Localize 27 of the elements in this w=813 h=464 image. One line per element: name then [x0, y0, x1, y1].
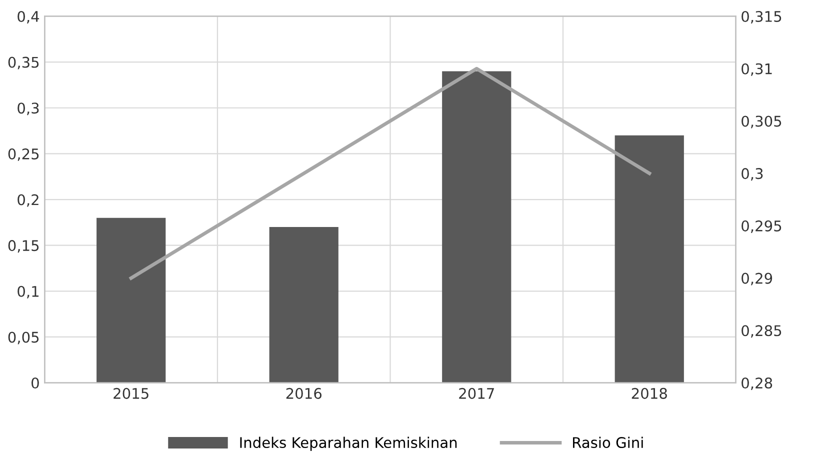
y-tick-label: 0,15 [8, 240, 39, 253]
bar [96, 218, 166, 383]
bar [269, 227, 338, 383]
y2-tick-label: 0,29 [742, 272, 772, 286]
y-tick-label: 0,05 [8, 332, 39, 344]
y2-tick-label: 0,31 [742, 63, 772, 76]
x-tick-label: 2015 [114, 388, 148, 399]
y2-tick-label: 0,3 [742, 168, 763, 181]
y-tick-label: 0,4 [18, 10, 40, 24]
y-tick-label: 0,35 [8, 56, 39, 70]
y-tick-label: 0,1 [18, 286, 39, 298]
y-tick-label: 0,3 [18, 102, 39, 116]
legend-label: Rasio Gini [573, 436, 643, 448]
legend-label: Indeks Keparahan Kemiskinan [240, 436, 457, 451]
y-tick-label: 0,2 [18, 194, 38, 207]
y2-tick-label: 0,28 [742, 378, 772, 390]
y2-tick-label: 0,315 [742, 10, 782, 24]
bar [442, 71, 512, 383]
y-tick-label: 0 [32, 378, 39, 389]
y-tick-label: 0,25 [8, 148, 39, 161]
x-tick-label: 2017 [459, 388, 494, 399]
bar [614, 135, 684, 383]
x-tick-label: 2016 [286, 388, 322, 399]
y2-tick-label: 0,285 [742, 325, 782, 338]
x-tick-label: 2018 [632, 388, 667, 399]
y2-tick-label: 0,295 [742, 220, 782, 233]
y2-tick-label: 0,305 [742, 116, 782, 128]
